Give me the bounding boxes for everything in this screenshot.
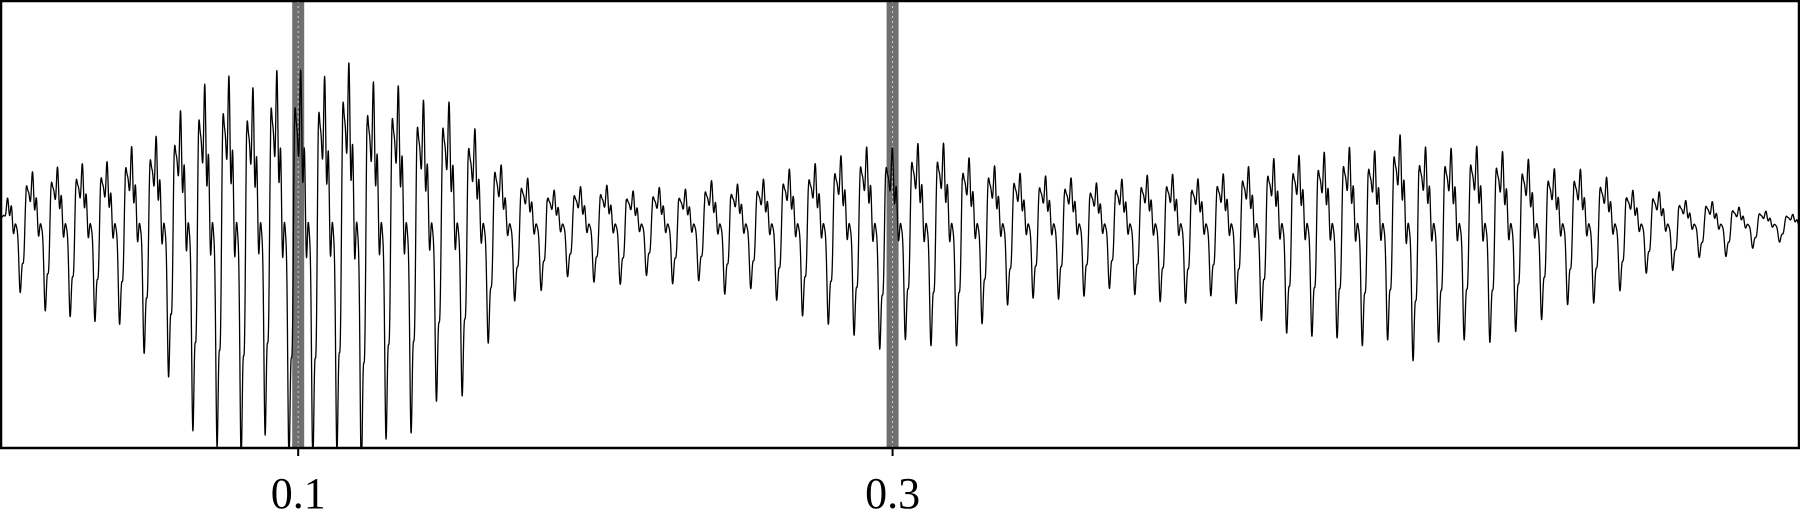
x-tick-label-0: 0.1 <box>271 469 326 518</box>
waveform-series-line <box>0 62 1800 448</box>
time-marker-1 <box>886 1 899 448</box>
x-tick-label-1: 0.3 <box>865 469 920 518</box>
plot-frame <box>0 0 1800 450</box>
x-axis-ticks: 0.1 0.3 <box>271 448 920 518</box>
